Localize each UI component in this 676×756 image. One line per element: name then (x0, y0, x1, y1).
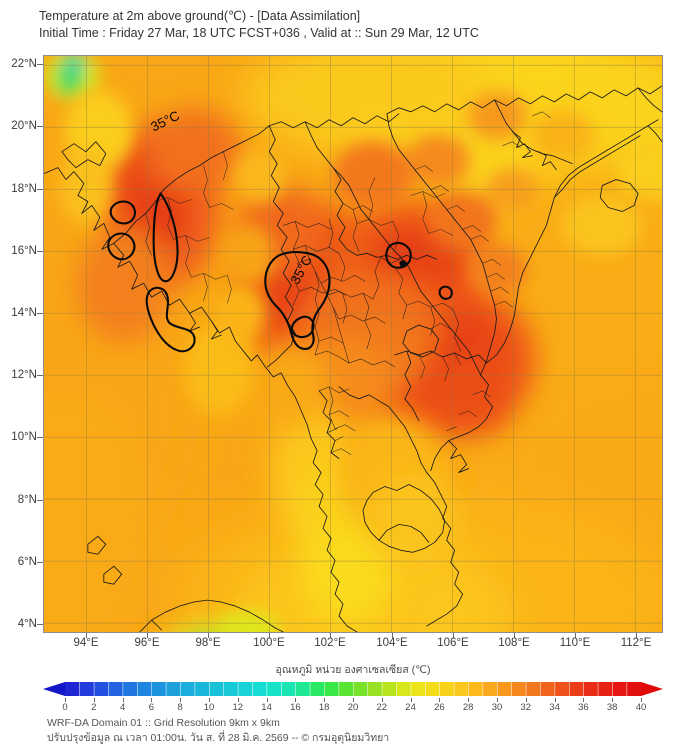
colorbar-tick (180, 698, 182, 702)
x-axis-label: 104°E (376, 637, 408, 649)
x-axis-label: 108°E (498, 637, 530, 649)
colorbar-tick-label: 36 (578, 702, 589, 713)
contour-label-thailand: 35°C (288, 253, 315, 287)
map-plot-area[interactable]: 35°C 35°C (43, 55, 663, 633)
colorbar-tick-label: 26 (434, 702, 445, 713)
colorbar-tick-label: 6 (148, 702, 155, 713)
y-axis-label: 12°N (11, 369, 37, 381)
x-axis-labels: 94°E 96°E 98°E 100°E 102°E 104°E 106°E 1… (43, 637, 663, 653)
y-axis-labels: 22°N 20°N 18°N 16°N 14°N 12°N 10°N 8°N 6… (0, 55, 37, 633)
colorbar-tick (295, 698, 297, 702)
y-axis-label: 18°N (11, 183, 37, 195)
colorbar-tick-label: 16 (290, 702, 301, 713)
colorbar-tick (353, 698, 354, 702)
y-axis-label: 4°N (17, 618, 37, 630)
colorbar-gradient[interactable] (43, 681, 663, 697)
colorbar-tick (324, 698, 326, 702)
colorbar-tick-label: 20 (347, 702, 359, 713)
colorbar-tick (93, 698, 95, 702)
colorbar-tick-label: 14 (261, 702, 272, 713)
x-axis-label: 96°E (134, 637, 160, 649)
colorbar-tick (612, 698, 614, 702)
colorbar-tick-label: 38 (606, 702, 618, 713)
y-axis-label: 16°N (11, 245, 37, 257)
colorbar-tick-label: 28 (462, 702, 474, 713)
x-axis-label: 94°E (73, 637, 99, 649)
colorbar-tick-label: 0 (62, 702, 68, 713)
x-axis-label: 112°E (620, 637, 652, 649)
colorbar-tick-label: 2 (91, 702, 97, 713)
colorbar-tick-label: 22 (376, 702, 388, 713)
coastline-and-borders (44, 56, 662, 632)
colorbar-tick-label: 12 (232, 702, 244, 713)
y-axis-label: 8°N (17, 494, 37, 506)
x-axis-label: 110°E (559, 637, 591, 649)
colorbar-tick (65, 698, 66, 702)
colorbar-tick (122, 698, 124, 702)
colorbar-tick-label: 18 (318, 702, 330, 713)
footer-model-info: WRF-DA Domain 01 :: Grid Resolution 9km … (47, 717, 280, 729)
footer-credit: ปรับปรุงข้อมูล ณ เวลา 01:00น. วัน ส. ที่… (47, 732, 390, 744)
colorbar-tick (410, 698, 412, 702)
y-axis-label: 10°N (11, 431, 37, 443)
colorbar-tick-label: 32 (520, 702, 532, 713)
y-axis-label: 20°N (11, 120, 37, 132)
temperature-contour-35c (44, 56, 662, 632)
footer-block: WRF-DA Domain 01 :: Grid Resolution 9km … (47, 716, 647, 746)
x-axis-label: 106°E (437, 637, 469, 649)
contour-label-myanmar: 35°C (148, 108, 182, 135)
page-title: Temperature at 2m above ground(℃) - [Dat… (39, 9, 361, 23)
colorbar-tick-label: 40 (635, 702, 647, 713)
colorbar-tick (209, 698, 210, 702)
colorbar-tick (583, 698, 585, 702)
colorbar-ticks: 0 2 4 6 8 10 12 14 16 18 20 22 24 26 28 30 32 34 36 38 40 (43, 698, 663, 713)
colorbar-title: อุณหภูมิ หน่วย องศาเซลเซียส (℃) (275, 664, 431, 676)
colorbar-tick-label: 4 (119, 702, 126, 713)
colorbar-tick-label: 30 (491, 702, 503, 713)
colorbar-tick (237, 698, 239, 702)
y-axis-label: 22°N (11, 58, 37, 70)
colorbar-tick (497, 698, 498, 702)
page-subtitle: Initial Time : Friday 27 Mar, 18 UTC FCS… (39, 26, 479, 40)
y-axis-label: 14°N (11, 307, 37, 319)
colorbar-tick (641, 698, 642, 702)
colorbar-tick-label: 8 (177, 702, 183, 713)
y-axis-label: 6°N (17, 556, 37, 568)
x-axis-label: 100°E (253, 637, 285, 649)
colorbar-tick (525, 698, 527, 702)
colorbar-tick-label: 24 (405, 702, 416, 713)
x-axis-label: 98°E (195, 637, 221, 649)
graticule-gridlines (44, 56, 662, 632)
x-tick-marks (43, 633, 663, 639)
colorbar-tick (439, 698, 441, 702)
colorbar: อุณหภูมิ หน่วย องศาเซลเซียส (℃) 0 2 4 6 8 10 1… (43, 661, 663, 713)
y-tick-marks-outer (37, 55, 43, 633)
colorbar-tick (151, 698, 153, 702)
colorbar-tick-label: 34 (549, 702, 560, 713)
colorbar-tick-label: 10 (203, 702, 215, 713)
chart-title-block: Temperature at 2m above ground(℃) - [Dat… (39, 8, 639, 42)
colorbar-tick (381, 698, 383, 702)
colorbar-tick (554, 698, 556, 702)
x-axis-label: 102°E (314, 637, 346, 649)
colorbar-tick (266, 698, 268, 702)
colorbar-tick (468, 698, 470, 702)
